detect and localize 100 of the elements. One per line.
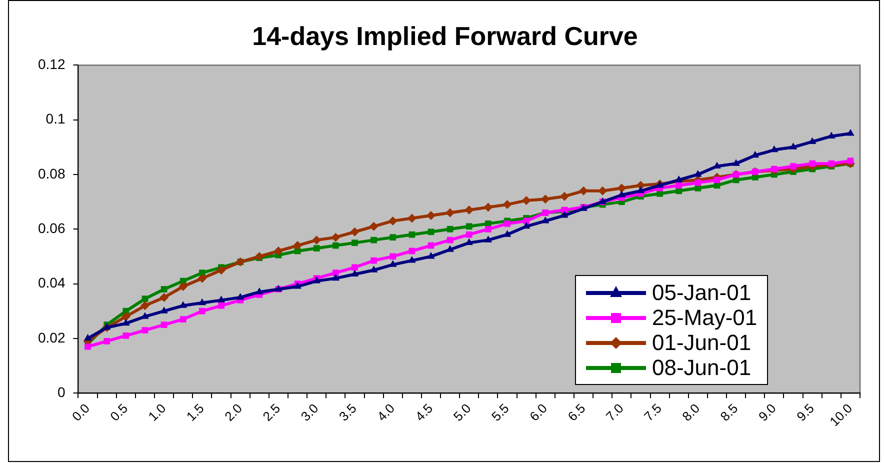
point bbox=[199, 308, 206, 314]
point bbox=[352, 240, 358, 246]
x-tick-label: 9.0 bbox=[755, 400, 779, 424]
point bbox=[560, 210, 568, 218]
x-tick-label: 2.0 bbox=[222, 400, 245, 424]
y-tick-label: 0.12 bbox=[38, 56, 66, 72]
legend-label: 05-Jan-01 bbox=[652, 280, 752, 306]
point bbox=[350, 270, 359, 276]
x-tick-label: 5.0 bbox=[450, 400, 474, 424]
point bbox=[332, 274, 340, 281]
y-tick-label: 0.04 bbox=[38, 274, 66, 291]
point bbox=[255, 287, 264, 294]
point bbox=[160, 306, 168, 314]
point bbox=[180, 316, 186, 322]
point bbox=[732, 159, 740, 166]
point bbox=[369, 222, 378, 231]
x-tick-label: 1.5 bbox=[183, 400, 207, 424]
point bbox=[427, 252, 435, 259]
x-tick-label: 6.0 bbox=[526, 400, 550, 424]
point bbox=[694, 180, 702, 186]
point bbox=[313, 245, 320, 252]
point bbox=[160, 322, 168, 328]
point bbox=[198, 274, 207, 283]
x-tick-label: 4.5 bbox=[412, 400, 436, 424]
point bbox=[789, 142, 798, 150]
x-tick-label: 0.5 bbox=[107, 400, 131, 424]
legend-label: 25-May-01 bbox=[652, 305, 758, 330]
point bbox=[217, 296, 226, 302]
point bbox=[485, 226, 492, 232]
point bbox=[484, 236, 492, 242]
point bbox=[332, 242, 339, 249]
legend-label: 01-Jun-01 bbox=[652, 330, 752, 356]
point bbox=[770, 145, 778, 152]
point bbox=[428, 228, 434, 236]
point bbox=[464, 206, 474, 215]
point bbox=[390, 253, 396, 260]
point bbox=[676, 182, 682, 189]
point bbox=[218, 302, 224, 309]
point bbox=[446, 226, 454, 232]
point bbox=[388, 216, 398, 226]
point bbox=[160, 292, 169, 302]
point bbox=[142, 327, 148, 334]
point bbox=[446, 236, 454, 244]
x-tick-label: 0.0 bbox=[69, 400, 92, 424]
point bbox=[293, 241, 302, 250]
point bbox=[352, 264, 358, 271]
point bbox=[350, 227, 360, 236]
point bbox=[160, 286, 168, 292]
x-tick-label: 3.0 bbox=[298, 400, 322, 424]
point bbox=[178, 282, 188, 292]
point bbox=[828, 160, 835, 167]
x-tick-label: 8.0 bbox=[679, 400, 703, 424]
x-tick-label: 1.0 bbox=[145, 400, 169, 424]
point bbox=[236, 292, 244, 300]
y-tick-label: 0.06 bbox=[38, 220, 66, 236]
x-tick-label: 9.5 bbox=[794, 400, 817, 424]
y-tick-label: 0.1 bbox=[46, 110, 66, 127]
point bbox=[370, 266, 378, 272]
point bbox=[121, 312, 130, 322]
x-tick-label: 7.5 bbox=[641, 400, 664, 424]
point bbox=[140, 301, 150, 310]
x-tick-label: 3.5 bbox=[336, 400, 360, 424]
point bbox=[408, 231, 416, 238]
point bbox=[828, 132, 836, 138]
point bbox=[408, 256, 416, 263]
point bbox=[332, 270, 339, 276]
point bbox=[847, 158, 854, 164]
point bbox=[331, 232, 340, 242]
point bbox=[846, 129, 854, 136]
point bbox=[312, 236, 322, 245]
point bbox=[466, 223, 472, 230]
y-tick-label: 0.02 bbox=[38, 329, 66, 346]
point bbox=[809, 160, 816, 167]
point bbox=[484, 202, 493, 212]
y-tick-label: 0.08 bbox=[38, 165, 66, 182]
point bbox=[142, 296, 148, 302]
point bbox=[466, 231, 472, 238]
point bbox=[560, 192, 569, 201]
point bbox=[216, 266, 226, 275]
point bbox=[122, 318, 130, 326]
point bbox=[407, 214, 416, 223]
point bbox=[446, 208, 455, 218]
x-tick-label: 7.0 bbox=[602, 400, 626, 424]
point bbox=[84, 334, 92, 341]
point bbox=[370, 236, 377, 244]
y-tick-label: 0 bbox=[57, 384, 66, 400]
point bbox=[502, 200, 512, 210]
point bbox=[674, 175, 683, 182]
point bbox=[636, 186, 645, 194]
point bbox=[84, 343, 91, 350]
point bbox=[522, 196, 531, 205]
point bbox=[370, 257, 377, 264]
point bbox=[617, 184, 626, 193]
point bbox=[790, 163, 796, 170]
x-tick-label: 2.5 bbox=[260, 400, 284, 424]
point bbox=[694, 170, 702, 177]
legend-label: 08-Jun-01 bbox=[652, 355, 752, 380]
point bbox=[390, 234, 396, 241]
x-tick-label: 6.5 bbox=[564, 400, 588, 424]
point bbox=[122, 332, 130, 339]
